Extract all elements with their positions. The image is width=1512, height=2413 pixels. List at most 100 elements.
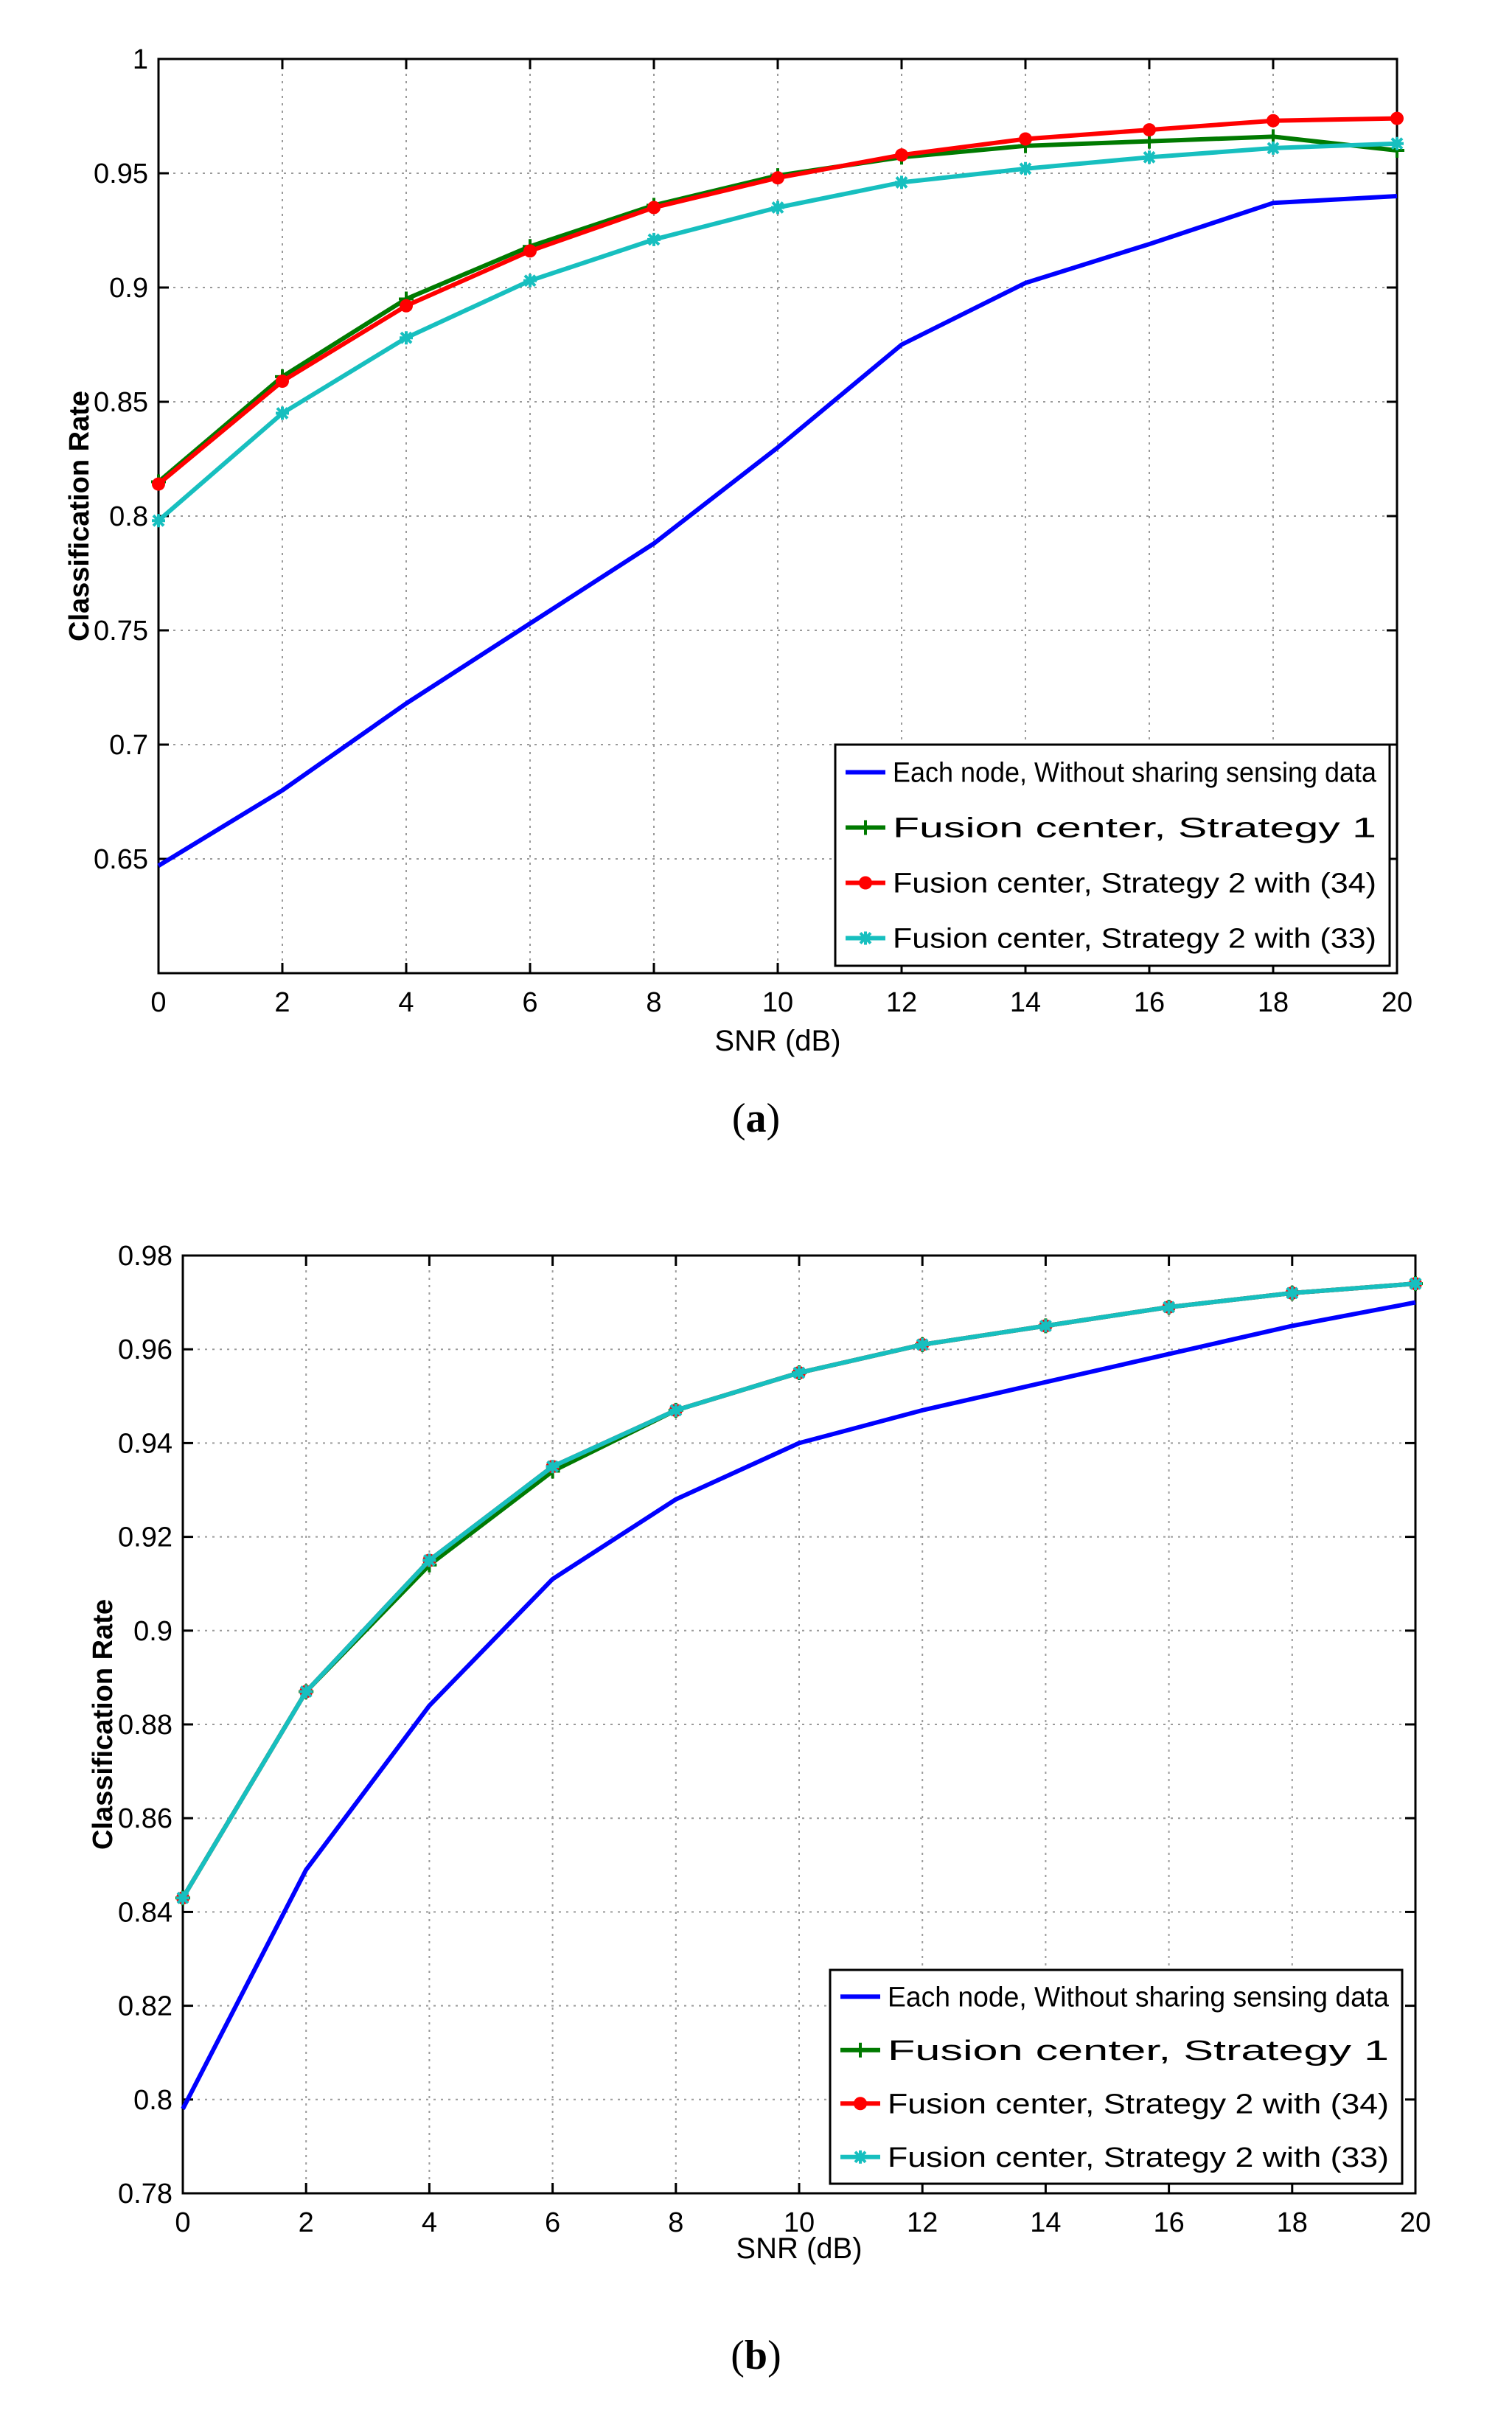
series-cyan (152, 136, 1404, 528)
data-point-red (1019, 132, 1032, 146)
legend-marker-red (859, 876, 872, 890)
y-tick-label: 0.96 (118, 1334, 173, 1365)
chart-a: 0 2 4 6 8 10 12 14 16 18 20 0.65 0.7 0.75 0.8 0.85 0.9 0.… (64, 44, 1412, 1057)
x-tick-label: 12 (907, 2207, 938, 2238)
data-point-cyan (916, 1337, 930, 1351)
x-tick-label: 10 (762, 987, 793, 1018)
x-tick-label: 18 (1277, 2207, 1308, 2238)
data-point-cyan (669, 1403, 683, 1417)
x-tick-label: 16 (1153, 2207, 1184, 2238)
data-point-red (771, 171, 784, 185)
y-axis-label: Classification Rate (88, 1599, 119, 1850)
data-point-red (152, 477, 165, 491)
data-point-red (523, 244, 537, 258)
data-point-red (647, 201, 661, 215)
legend-marker-cyan (859, 931, 872, 945)
data-point-cyan (400, 331, 413, 345)
legend-marker-green (858, 820, 873, 835)
y-tick-label: 0.8 (109, 501, 148, 532)
data-point-cyan (647, 232, 661, 246)
data-point-cyan (792, 1366, 806, 1379)
data-point-cyan (276, 406, 289, 420)
legend-marker-red (854, 2097, 867, 2111)
data-point-cyan (176, 1891, 189, 1905)
y-tick-label: 0.94 (118, 1428, 173, 1459)
legend-label: Each node, Without sharing sensing data (888, 1982, 1390, 2013)
data-point-cyan (1039, 1319, 1053, 1333)
legend-box (829, 1968, 1404, 2185)
legend-marker-green (853, 2042, 868, 2058)
y-axis-label: Classification Rate (64, 391, 95, 641)
data-point-cyan (523, 274, 537, 288)
x-tick-label: 18 (1258, 987, 1289, 1018)
x-tick-label: 2 (299, 2207, 314, 2238)
data-point-cyan (152, 514, 165, 528)
data-point-cyan (546, 1460, 560, 1474)
legend-label: Fusion center, Strategy 1 (893, 813, 1376, 844)
legend-label: Fusion center, Strategy 2 with (33) (888, 2142, 1389, 2173)
y-tick-label: 0.86 (118, 1803, 173, 1834)
legend-label: Each node, Without sharing sensing data (893, 758, 1377, 789)
y-tick-label: 0.84 (118, 1897, 173, 1928)
series-line-green (157, 134, 1398, 484)
y-tick-label: 1 (133, 44, 148, 75)
x-tick-label: 0 (150, 987, 166, 1018)
data-point-cyan (299, 1685, 313, 1699)
series-line-blue (157, 194, 1398, 868)
series-line-blue (181, 1300, 1416, 2110)
data-point-red (1390, 111, 1404, 125)
data-point-cyan (1409, 1277, 1422, 1291)
y-tick-label: 0.8 (133, 2085, 173, 2116)
legend-marker-cyan (854, 2150, 867, 2164)
y-tick-label: 0.78 (118, 2179, 173, 2210)
y-tick-label: 0.9 (109, 273, 148, 304)
x-axis-label: SNR (dB) (736, 2232, 862, 2265)
y-tick-label: 0.98 (118, 1241, 173, 1272)
data-point-cyan (1143, 150, 1156, 164)
x-tick-label: 14 (1030, 2207, 1061, 2238)
y-tick-label: 0.65 (94, 844, 148, 875)
x-tick-label: 0 (175, 2207, 190, 2238)
data-point-red (400, 299, 413, 313)
y-tick-label: 0.88 (118, 1710, 173, 1741)
x-tick-label: 12 (886, 987, 917, 1018)
data-point-cyan (422, 1553, 436, 1567)
legend-box (834, 743, 1391, 967)
data-point-red (276, 375, 289, 389)
data-point-cyan (1390, 136, 1404, 150)
legend-label: Fusion center, Strategy 2 with (33) (893, 924, 1376, 955)
chart-b: 0 2 4 6 8 10 12 14 16 18 20 0.78 0.8 0.82 0.84 0.86 0.88… (88, 1241, 1431, 2265)
caption-b: (b) (731, 2333, 781, 2378)
x-tick-label: 8 (646, 987, 661, 1018)
y-tick-label: 0.7 (109, 730, 148, 761)
series-cyan (176, 1277, 1422, 1905)
data-point-cyan (1162, 1300, 1176, 1314)
legend-label: Fusion center, Strategy 2 with (34) (888, 2089, 1389, 2120)
data-point-cyan (1019, 161, 1032, 175)
x-tick-label: 20 (1382, 987, 1412, 1018)
series-blue (157, 194, 1398, 868)
legend-label: Fusion center, Strategy 2 with (34) (893, 868, 1376, 899)
x-tick-label: 4 (398, 987, 414, 1018)
legend: Each node, Without sharing sensing data F… (834, 743, 1391, 967)
x-tick-label: 10 (784, 2207, 815, 2238)
data-point-cyan (1285, 1286, 1299, 1300)
x-tick-label: 6 (522, 987, 537, 1018)
x-tick-label: 20 (1400, 2207, 1431, 2238)
x-tick-label: 14 (1010, 987, 1041, 1018)
x-axis-label: SNR (dB) (714, 1025, 840, 1057)
data-point-cyan (895, 175, 908, 189)
x-tick-label: 6 (545, 2207, 560, 2238)
data-point-red (1143, 123, 1156, 137)
x-tick-label: 8 (668, 2207, 683, 2238)
series-blue (181, 1300, 1416, 2110)
y-tick-label: 0.75 (94, 616, 148, 647)
data-point-red (1267, 114, 1280, 128)
caption-a: (a) (731, 1096, 781, 1141)
data-point-cyan (1267, 141, 1280, 155)
legend: Each node, Without sharing sensing data F… (829, 1968, 1404, 2185)
y-tick-label: 0.9 (133, 1616, 173, 1647)
data-point-red (895, 148, 908, 162)
y-tick-label: 0.82 (118, 1991, 173, 2022)
